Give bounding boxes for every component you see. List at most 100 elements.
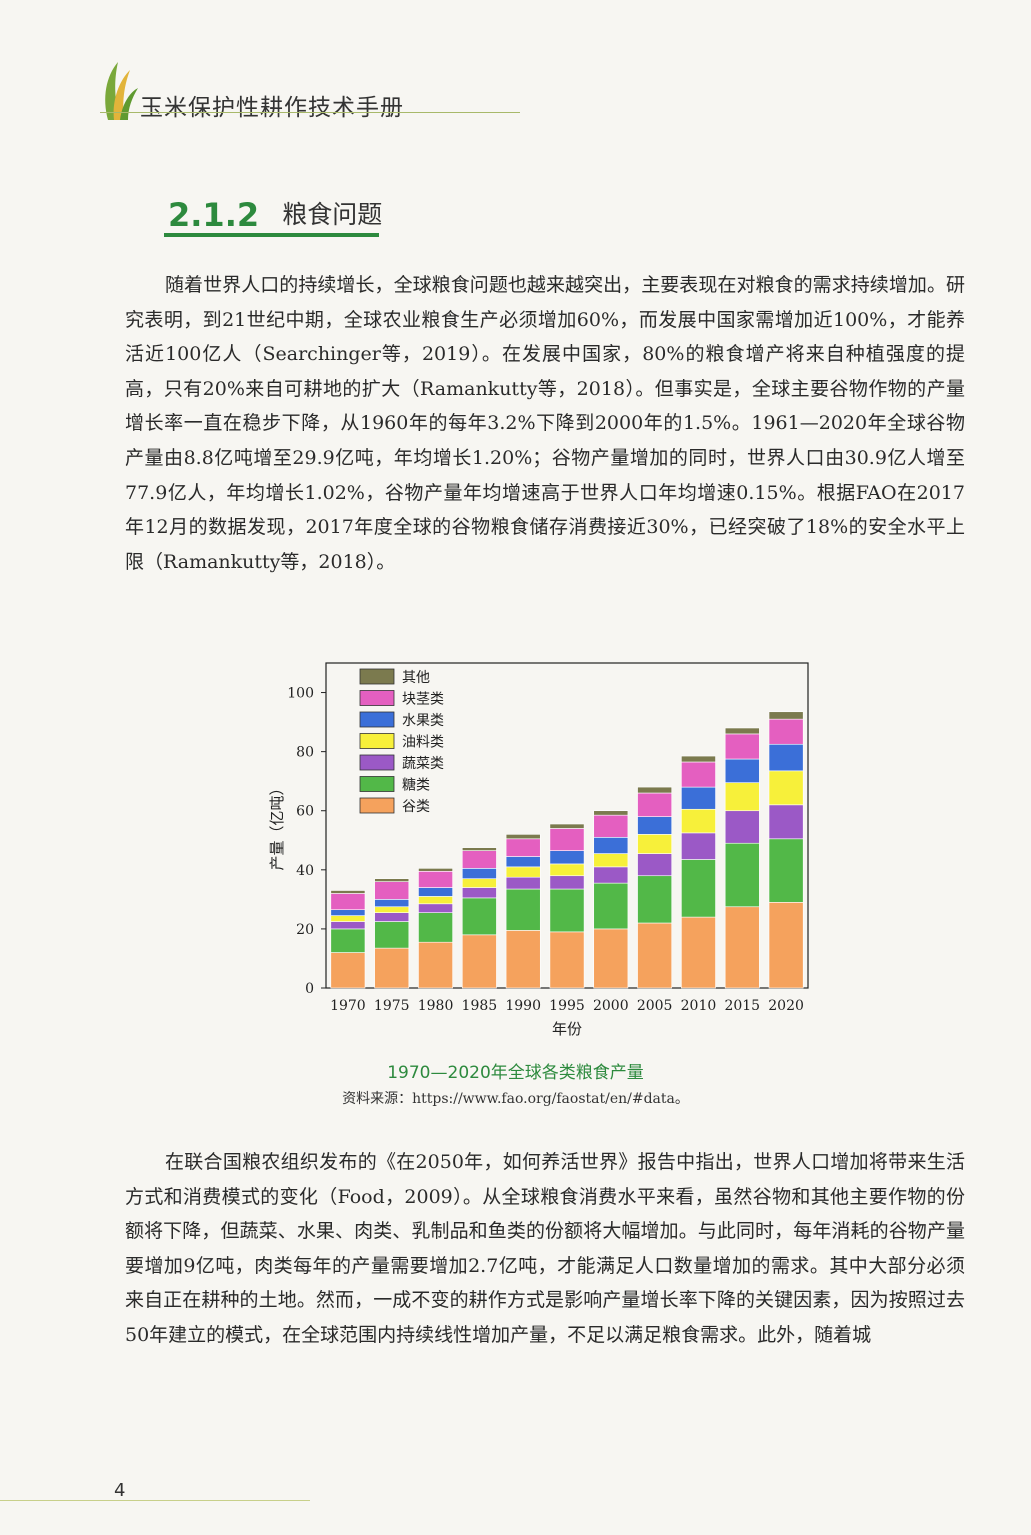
legend-swatch bbox=[359, 797, 395, 814]
bar-segment bbox=[768, 804, 804, 840]
legend-label: 蔬菜类 bbox=[402, 756, 444, 772]
bar-segment bbox=[681, 786, 716, 810]
stacked-bar-chart: 0 20 40 60 80 100 产量（亿吨） 1970 1975 1980 1985 1990 19… bbox=[268, 662, 809, 1038]
bar-segment bbox=[768, 711, 804, 720]
bar-segment bbox=[768, 718, 804, 745]
y-tick-label: 100 bbox=[287, 686, 314, 702]
bar-segment bbox=[768, 743, 804, 772]
legend-swatch bbox=[359, 690, 395, 706]
bar-segment bbox=[593, 853, 629, 868]
bar-segment bbox=[637, 875, 673, 924]
bar-segment bbox=[593, 814, 629, 838]
bar-segment bbox=[681, 859, 716, 918]
bar-segment bbox=[724, 810, 760, 844]
bar-segment bbox=[505, 856, 541, 868]
bar-segment bbox=[418, 887, 453, 897]
bar-segment bbox=[637, 834, 673, 854]
bar-segment bbox=[418, 868, 453, 872]
bar-segment bbox=[330, 890, 366, 894]
bar-segment bbox=[505, 866, 541, 878]
x-tick-label: 2015 bbox=[724, 998, 760, 1014]
bar-segment bbox=[461, 887, 497, 899]
bar-segment bbox=[461, 897, 497, 936]
legend-label: 糖类 bbox=[402, 778, 430, 794]
x-axis-label: 年份 bbox=[552, 1020, 582, 1038]
legend-swatch bbox=[359, 754, 395, 771]
bar-segment bbox=[549, 875, 585, 890]
x-tick-label: 2010 bbox=[681, 998, 717, 1014]
legend-label: 块茎类 bbox=[402, 692, 444, 708]
bar-segment bbox=[374, 906, 410, 913]
y-tick-label: 80 bbox=[296, 745, 314, 761]
bar-segment bbox=[461, 868, 497, 879]
bar-segment bbox=[724, 842, 760, 908]
bar-segment bbox=[461, 934, 497, 989]
page-number: 4 bbox=[114, 1480, 126, 1501]
bar-segment bbox=[330, 893, 366, 911]
bar-segment bbox=[724, 733, 760, 760]
bar-segment bbox=[681, 832, 716, 860]
bar-segment bbox=[681, 916, 716, 989]
bar-segment bbox=[681, 755, 716, 763]
bar-segment bbox=[549, 888, 585, 933]
bar-segment bbox=[724, 727, 760, 735]
bar-segment bbox=[461, 847, 497, 851]
bar-segment bbox=[330, 928, 366, 953]
legend-label: 油料类 bbox=[402, 735, 444, 751]
bar-segment bbox=[505, 876, 541, 890]
y-tick-label: 60 bbox=[296, 804, 314, 820]
bar-segment bbox=[724, 758, 760, 783]
bar-segment bbox=[505, 838, 541, 857]
x-tick-label: 1970 bbox=[330, 998, 366, 1014]
bar-segment bbox=[681, 761, 716, 788]
bar-segment bbox=[768, 902, 804, 989]
bar-segment bbox=[374, 899, 410, 908]
bar-segment bbox=[768, 770, 804, 806]
bar-segment bbox=[637, 853, 673, 877]
bar-segment bbox=[637, 792, 673, 817]
legend-label: 水果类 bbox=[402, 713, 444, 729]
bar-segment bbox=[637, 786, 673, 794]
x-tick-label: 2000 bbox=[593, 998, 629, 1014]
body-paragraph-1: 随着世界人口的持续增长，全球粮食问题也越来越突出，主要表现在对粮食的需求持续增加… bbox=[125, 274, 965, 573]
bar-segment bbox=[724, 906, 760, 989]
bar-segment bbox=[461, 878, 497, 888]
x-tick-label: 2020 bbox=[768, 998, 804, 1014]
book-title: 玉米保护性耕作技术手册 bbox=[140, 95, 404, 121]
bar-segment bbox=[768, 838, 804, 903]
bar-segment bbox=[374, 912, 410, 922]
y-tick-label: 20 bbox=[296, 922, 314, 938]
bar-segment bbox=[418, 941, 453, 989]
bar-segment bbox=[418, 896, 453, 905]
x-tick-label: 2005 bbox=[637, 998, 673, 1014]
bar-segment bbox=[593, 837, 629, 854]
bar-segment bbox=[637, 816, 673, 835]
bar-segment bbox=[374, 881, 410, 900]
x-tick-label: 1990 bbox=[505, 998, 541, 1014]
figure-caption: 1970—2020年全球各类粮食产量 bbox=[387, 1063, 644, 1083]
running-header: 玉米保护性耕作技术手册 bbox=[100, 58, 500, 128]
bar-segment bbox=[505, 834, 541, 840]
bar-segment bbox=[593, 810, 629, 816]
bar-segment bbox=[374, 878, 410, 882]
legend-label: 其他 bbox=[402, 670, 430, 686]
legend-swatch bbox=[359, 776, 395, 792]
x-tick-label: 1995 bbox=[549, 998, 585, 1014]
bar-segment bbox=[593, 866, 629, 884]
section-number: 2.1.2 bbox=[168, 196, 260, 234]
section-underline bbox=[164, 233, 379, 237]
bar-segment bbox=[418, 912, 453, 943]
x-tick-label: 1985 bbox=[462, 998, 498, 1014]
bar-segment bbox=[593, 882, 629, 930]
legend-swatch bbox=[359, 711, 395, 728]
body-paragraph-2: 在联合国粮农组织发布的《在2050年，如何养活世界》报告中指出，世界人口增加将带… bbox=[125, 1151, 965, 1346]
bar-segment bbox=[418, 870, 453, 888]
y-tick-label: 0 bbox=[305, 981, 314, 997]
bar-segment bbox=[681, 808, 716, 834]
bar-segment bbox=[330, 909, 366, 916]
y-axis-label: 产量（亿吨） bbox=[268, 780, 286, 870]
legend-swatch bbox=[359, 733, 395, 749]
section-heading: 2.1.2 粮食问题 bbox=[168, 195, 382, 234]
bar-segment bbox=[549, 931, 585, 989]
